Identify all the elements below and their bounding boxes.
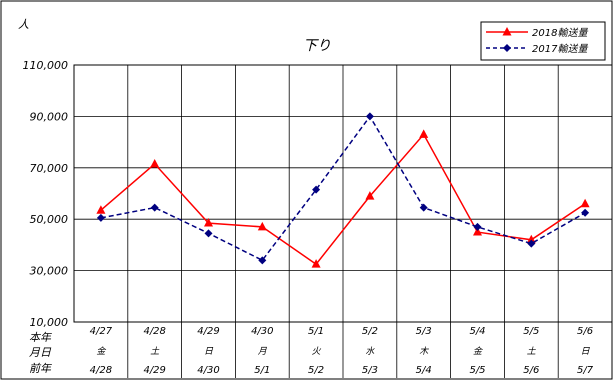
y-axis-unit-label: 人 xyxy=(18,18,29,31)
data-point-marker xyxy=(365,112,374,121)
x-category-prev-date: 4/30 xyxy=(197,365,219,376)
x-category-date: 5/6 xyxy=(577,326,593,337)
y-tick-label: 90,000 xyxy=(30,110,69,123)
x-category-date: 5/4 xyxy=(469,326,485,337)
data-point-marker xyxy=(204,218,213,227)
data-point-marker xyxy=(96,213,105,222)
data-point-marker xyxy=(257,221,267,231)
y-tick-label: 10,000 xyxy=(30,316,69,329)
x-row-label: 前年 xyxy=(29,362,52,375)
data-point-marker xyxy=(503,44,511,52)
data-point-marker xyxy=(473,227,482,236)
x-category-date: 4/28 xyxy=(143,326,165,337)
y-axis-ticks: 10,000 30,000 50,000 70,000 90,000 110,000 xyxy=(23,59,69,329)
x-category-prev-date: 5/1 xyxy=(254,365,270,376)
data-point-marker xyxy=(311,259,321,268)
x-row-label: 月日 xyxy=(29,346,52,359)
y-tick-label: 30,000 xyxy=(30,265,69,278)
x-category-date: 4/29 xyxy=(197,326,219,337)
series-2 xyxy=(96,112,590,265)
x-category-date: 4/27 xyxy=(90,326,113,337)
y-tick-label: 50,000 xyxy=(30,213,69,226)
data-point-marker xyxy=(419,203,428,212)
legend-box xyxy=(480,21,606,61)
x-category-weekday: 金 xyxy=(473,346,483,357)
data-point-marker xyxy=(150,203,159,212)
x-category-prev-date: 5/2 xyxy=(308,365,324,376)
gridlines xyxy=(73,64,613,378)
legend-label: 2018輸送量 xyxy=(532,27,588,39)
x-category-weekday: 土 xyxy=(150,346,160,357)
x-category-prev-date: 5/3 xyxy=(362,365,378,376)
x-category-weekday: 日 xyxy=(204,347,214,357)
x-category-weekday: 火 xyxy=(312,346,322,357)
x-axis-categories: 4/27 金 4/28 4/28 土 4/29 4/29 日 4/30 4/30 月 5/1 5/1 火 5… xyxy=(90,326,594,376)
x-category-date: 5/2 xyxy=(362,326,378,337)
data-point-marker xyxy=(473,222,482,231)
x-category-weekday: 木 xyxy=(419,346,429,357)
x-row-label: 本年 xyxy=(29,331,52,344)
x-category-prev-date: 5/7 xyxy=(577,365,594,376)
data-point-marker xyxy=(526,234,536,244)
x-category-date: 5/5 xyxy=(523,326,539,337)
data-point-marker xyxy=(204,229,213,238)
data-point-marker xyxy=(312,185,321,194)
data-point-marker xyxy=(502,27,512,36)
y-tick-label: 110,000 xyxy=(23,59,69,72)
data-point-marker xyxy=(527,239,536,248)
x-category-date: 5/3 xyxy=(416,326,432,337)
x-category-date: 5/1 xyxy=(308,326,324,337)
chart-title: 下り xyxy=(303,38,331,54)
x-category-date: 4/30 xyxy=(251,326,273,337)
series-line xyxy=(100,115,586,262)
x-category-prev-date: 4/28 xyxy=(90,365,112,376)
x-category-weekday: 水 xyxy=(365,346,375,357)
legend-label: 2017輸送量 xyxy=(532,43,588,55)
data-point-marker xyxy=(581,208,590,217)
data-point-marker xyxy=(365,191,375,200)
legend-item-1: 2018輸送量 xyxy=(486,27,588,39)
x-category-prev-date: 5/4 xyxy=(416,365,432,376)
x-category-prev-date: 5/6 xyxy=(523,365,539,376)
data-point-marker xyxy=(258,256,267,265)
legend-item-2: 2017輸送量 xyxy=(486,43,588,55)
x-category-prev-date: 5/5 xyxy=(469,365,485,376)
x-category-weekday: 土 xyxy=(527,346,537,357)
data-point-marker xyxy=(419,129,429,138)
data-point-marker xyxy=(580,198,590,208)
y-tick-label: 70,000 xyxy=(30,162,69,175)
data-point-marker xyxy=(96,205,106,214)
x-category-weekday: 金 xyxy=(96,346,106,357)
x-category-weekday: 月 xyxy=(258,346,268,357)
x-category-prev-date: 4/29 xyxy=(143,365,165,376)
data-point-marker xyxy=(150,158,160,168)
series-group xyxy=(96,112,590,268)
x-category-weekday: 日 xyxy=(581,347,591,357)
legend: 2018輸送量 2017輸送量 xyxy=(480,21,606,61)
